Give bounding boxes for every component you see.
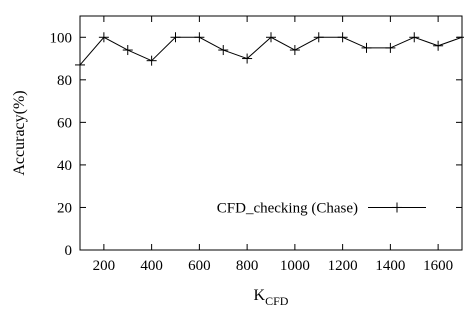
- legend-label: CFD_checking (Chase): [217, 200, 358, 216]
- data-point: [289, 45, 300, 56]
- data-point: [98, 32, 109, 43]
- data-point: [409, 32, 420, 43]
- data-point: [385, 42, 396, 53]
- y-tick-label: 0: [65, 243, 73, 259]
- data-point: [266, 32, 276, 43]
- y-tick-label: 80: [57, 73, 72, 89]
- x-tick-labels: 200 400 600 800 1000 1200 1400 1600: [93, 258, 454, 274]
- x-tick-label: 1600: [423, 258, 453, 274]
- y-tick-label: 20: [57, 200, 72, 216]
- y-tick-label: 60: [57, 115, 72, 131]
- x-tick-label: 1000: [280, 258, 310, 274]
- x-tick-label: 800: [236, 258, 259, 274]
- y-tick-labels: 0 20 40 60 80 100: [50, 30, 73, 259]
- data-point: [122, 45, 133, 56]
- data-point: [242, 53, 253, 64]
- plot-frame: [79, 15, 463, 251]
- x-axis-title: KCFD: [254, 287, 289, 308]
- x-tick-label: 600: [188, 258, 211, 274]
- series-layer: [75, 32, 464, 70]
- data-point: [313, 32, 324, 43]
- data-point: [337, 32, 348, 43]
- legend: CFD_checking (Chase): [217, 200, 426, 216]
- x-axis-title-subscript: CFD: [265, 294, 289, 308]
- data-point: [146, 55, 157, 66]
- legend-marker: [392, 202, 402, 213]
- data-point: [194, 32, 205, 43]
- x-axis-title-main: K: [254, 287, 266, 304]
- x-tick-label: 1200: [328, 258, 358, 274]
- data-point: [361, 42, 372, 53]
- y-tick-label: 100: [50, 30, 73, 46]
- y-axis-title: Accuracy(%): [11, 90, 28, 175]
- x-tick-label: 400: [140, 258, 163, 274]
- data-point: [457, 32, 464, 43]
- legend-marker-plus: [392, 202, 402, 213]
- x-tick-label: 1400: [375, 258, 405, 274]
- x-tick-label: 200: [93, 258, 116, 274]
- y-tick-label: 40: [57, 158, 72, 174]
- data-point: [170, 32, 181, 43]
- data-point: [218, 45, 229, 56]
- data-point: [433, 40, 444, 51]
